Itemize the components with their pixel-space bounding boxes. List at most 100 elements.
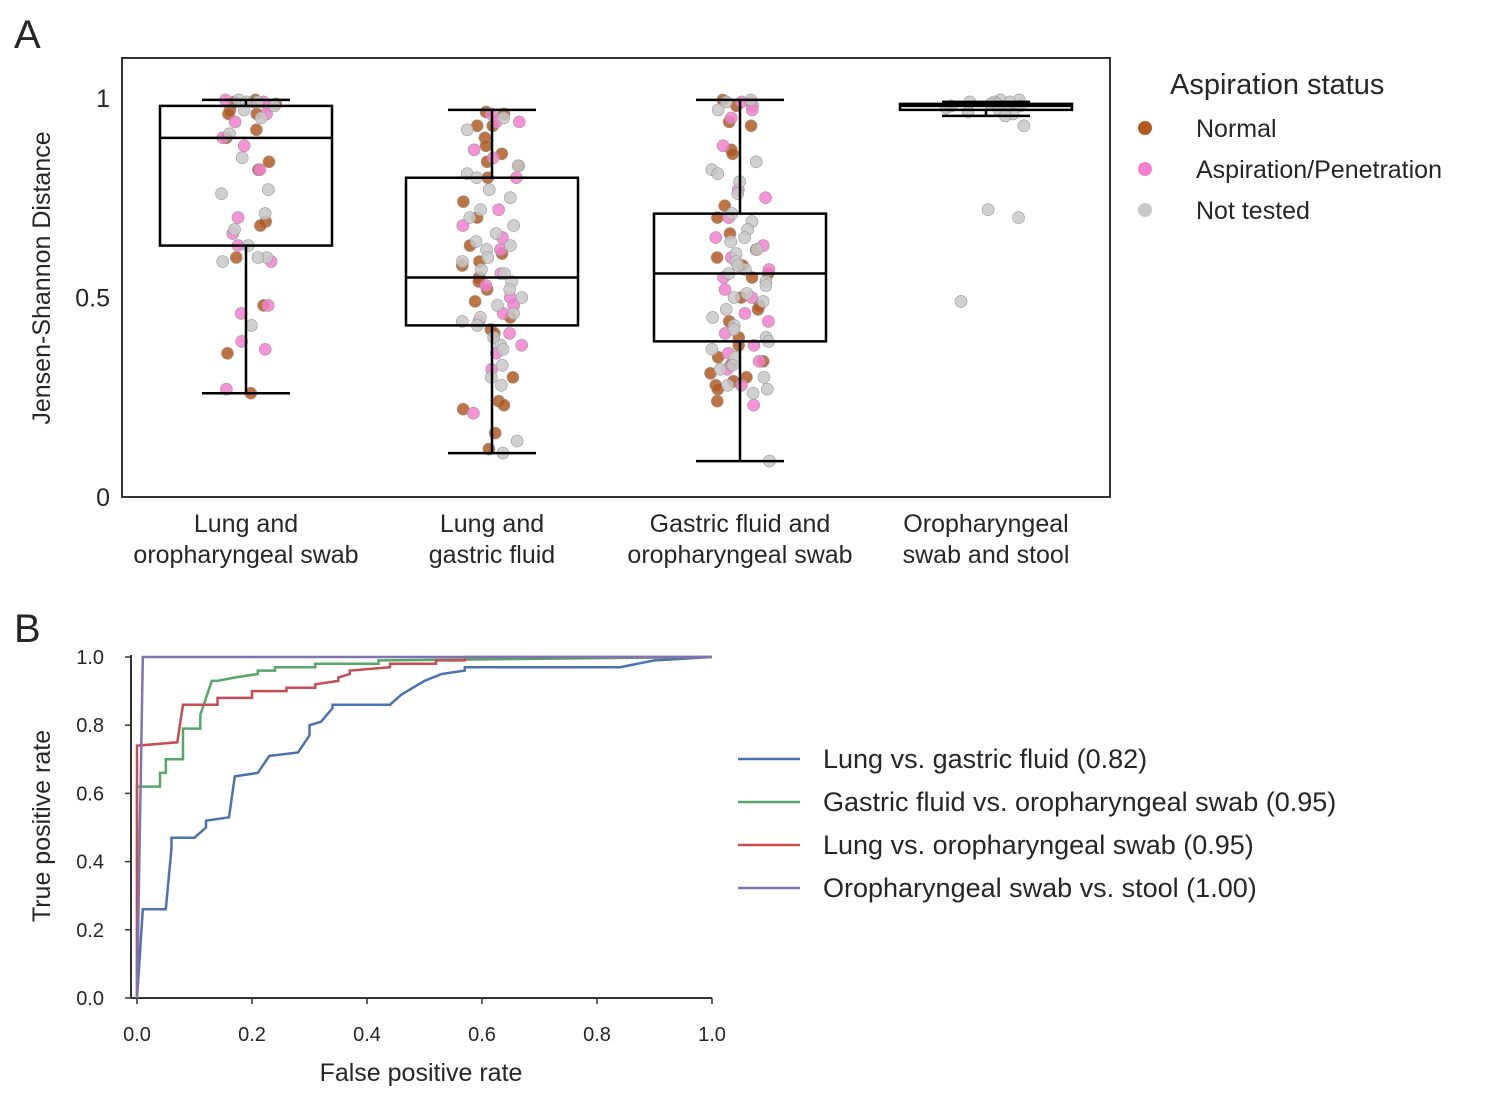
- box: [158, 104, 334, 247]
- data-point: [750, 243, 764, 256]
- data-point: [738, 231, 751, 244]
- y-tick-label: 0.8: [76, 715, 104, 737]
- data-point: [481, 251, 495, 264]
- data-point: [724, 235, 738, 248]
- panel-a-boxplot: 00.51 Jensen-Shannon Distance Lung and or…: [28, 57, 1442, 569]
- data-point: [231, 211, 245, 224]
- legend-label: Aspiration/Penetration: [1196, 156, 1442, 184]
- data-point: [981, 203, 995, 216]
- data-point: [251, 251, 265, 264]
- data-point: [719, 303, 733, 316]
- data-point: [716, 139, 730, 153]
- data-point: [711, 103, 725, 117]
- data-point: [456, 219, 470, 232]
- data-point: [254, 219, 267, 232]
- data-point: [460, 123, 474, 137]
- roc-curve: [135, 655, 712, 998]
- x-tick-label: Lung and oropharyngeal swab: [133, 510, 358, 569]
- data-point: [469, 235, 483, 248]
- data-point: [262, 183, 275, 196]
- data-point: [756, 295, 770, 308]
- data-point: [237, 139, 251, 153]
- legend-label: Lung vs. oropharyngeal swab (0.95): [823, 830, 1254, 860]
- panel-a-frame: [121, 57, 1111, 498]
- y-tick-label: 0.5: [75, 284, 110, 312]
- data-point: [731, 259, 745, 272]
- roc-curve: [135, 655, 713, 999]
- data-point: [515, 291, 529, 304]
- data-point: [457, 195, 470, 208]
- data-point: [235, 335, 248, 348]
- x-tick-label: 1.0: [698, 1024, 726, 1046]
- data-point: [735, 378, 748, 392]
- data-point: [479, 139, 493, 153]
- data-point: [724, 111, 738, 125]
- data-point: [731, 187, 745, 200]
- legend-label: Normal: [1196, 115, 1277, 143]
- data-point: [710, 394, 724, 408]
- panel-b-legend: Lung vs. gastric fluid (0.82) Gastric flu…: [738, 744, 1336, 903]
- x-tick-label: 0.8: [583, 1024, 611, 1046]
- legend-title: Aspiration status: [1170, 69, 1384, 101]
- data-point: [759, 191, 772, 204]
- panel-b-y-axis-label: True positive rate: [28, 730, 56, 922]
- panel-a-points: [215, 93, 1031, 468]
- data-point: [506, 370, 520, 384]
- data-point: [503, 283, 517, 296]
- data-point: [511, 159, 525, 173]
- panel-a-legend: Aspiration status Normal Aspiration/Penet…: [1138, 69, 1442, 225]
- legend-marker: [1138, 162, 1152, 176]
- data-point: [749, 155, 763, 169]
- y-tick-label: 0.2: [76, 920, 104, 942]
- data-point: [726, 358, 740, 372]
- data-point: [747, 398, 760, 412]
- data-point: [228, 223, 241, 236]
- data-point: [713, 362, 727, 376]
- data-point: [468, 295, 482, 308]
- data-point: [503, 239, 517, 252]
- data-point: [221, 346, 234, 360]
- data-point: [738, 307, 752, 320]
- data-point: [503, 191, 517, 204]
- data-point: [510, 434, 524, 448]
- data-point: [258, 342, 272, 356]
- y-tick-label: 0: [96, 484, 110, 512]
- data-point: [706, 311, 719, 324]
- y-tick-label: 1.0: [76, 647, 104, 669]
- panel-a-x-ticks: Lung and oropharyngeal swab Lung and gastri…: [133, 510, 1069, 569]
- data-point: [740, 287, 754, 300]
- data-point: [727, 291, 741, 304]
- x-tick-label: Lung and gastric fluid: [429, 510, 555, 569]
- legend-label: Not tested: [1196, 197, 1310, 225]
- y-tick-label: 0.6: [76, 783, 104, 805]
- x-tick-label: 0.0: [123, 1024, 151, 1046]
- data-point: [726, 147, 739, 161]
- data-point: [711, 167, 725, 180]
- panel-b-y-ticks: 0.0 0.2 0.4 0.6 0.8 1.0: [76, 647, 131, 1010]
- data-point: [709, 231, 723, 244]
- data-point: [262, 155, 276, 169]
- x-tick-label: 0.6: [468, 1024, 496, 1046]
- data-point: [954, 295, 968, 308]
- data-point: [467, 143, 481, 157]
- data-point: [456, 255, 469, 268]
- data-point: [507, 307, 520, 320]
- data-point: [253, 163, 267, 176]
- panel-b-x-axis-label: False positive rate: [320, 1059, 523, 1087]
- box: [652, 212, 828, 343]
- data-point: [235, 151, 249, 165]
- data-point: [487, 331, 501, 344]
- data-point: [497, 111, 510, 125]
- data-point: [467, 406, 480, 420]
- data-point: [228, 115, 242, 129]
- legend-marker: [1138, 203, 1152, 217]
- y-tick-label: 1: [96, 85, 110, 113]
- data-point: [507, 219, 521, 232]
- panel-a-letter: A: [14, 13, 41, 57]
- y-tick-label: 0.0: [76, 988, 104, 1010]
- data-point: [216, 255, 229, 268]
- data-point: [497, 398, 511, 412]
- legend-label: Gastric fluid vs. oropharyngeal swab (0.…: [823, 787, 1336, 817]
- data-point: [757, 370, 771, 384]
- data-point: [515, 338, 529, 352]
